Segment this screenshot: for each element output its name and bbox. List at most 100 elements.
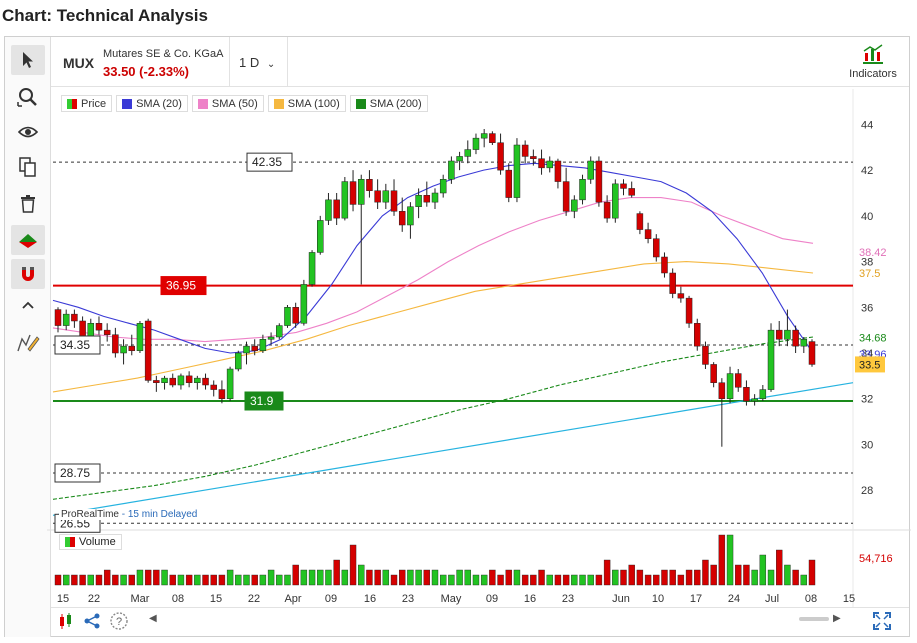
y-tick-label: 44 (861, 119, 873, 131)
volume-bar (62, 574, 70, 586)
fullscreen-icon[interactable] (873, 612, 891, 635)
volume-bar (776, 549, 783, 586)
legend-item-2[interactable]: SMA (50) (191, 95, 264, 112)
flag-icon[interactable] (11, 225, 45, 255)
volume-bar (653, 574, 660, 586)
volume-bar (669, 569, 676, 586)
candle-body (554, 160, 562, 182)
price-badge: 37.5 (859, 268, 880, 280)
candle-body (587, 160, 594, 180)
volume-bar (153, 569, 160, 586)
source-label: ProRealTime (61, 509, 119, 520)
candle-body (136, 323, 144, 351)
scroll-right-icon[interactable]: ▶ (833, 613, 841, 624)
legend-swatch (197, 98, 208, 109)
pointer-icon[interactable] (11, 45, 45, 75)
zoom-icon[interactable] (11, 82, 45, 112)
pencil-icon[interactable] (11, 327, 45, 357)
candle-body (694, 323, 701, 347)
scrollbar-thumb[interactable] (799, 617, 829, 621)
price-chart[interactable]: 28303234363840424442.3536.9534.3531.928.… (5, 37, 911, 637)
eye-icon[interactable] (11, 117, 45, 147)
volume-bar (95, 574, 103, 586)
candle-body (251, 345, 258, 351)
volume-bar (382, 569, 390, 586)
volume-bar (489, 569, 496, 586)
candle-body (243, 345, 250, 354)
y-tick-label: 40 (861, 211, 873, 223)
candle-body (185, 375, 193, 383)
chart-header: MUX Mutares SE & Co. KGaA 33.50 (-2.33%)… (51, 37, 909, 87)
volume-bar (54, 574, 62, 586)
volume-bar (784, 564, 791, 586)
legend-item-4[interactable]: SMA (200) (349, 95, 428, 112)
interval-select[interactable]: 1 D ⌄ (239, 55, 275, 70)
trash-icon[interactable] (11, 189, 45, 219)
volume-bar (538, 569, 545, 586)
x-tick-label: 24 (728, 593, 740, 605)
volume-bar (710, 564, 717, 586)
volume-bar (628, 564, 635, 586)
volume-bar (177, 574, 185, 586)
volume-bar (718, 534, 726, 586)
candle-body (194, 377, 201, 383)
indicators-button[interactable]: Indicators (845, 43, 901, 80)
volume-bar (612, 569, 619, 586)
chart-widget: MUX Mutares SE & Co. KGaA 33.50 (-2.33%)… (4, 36, 911, 637)
legend-item-0[interactable]: Price (61, 95, 113, 112)
volume-bar (694, 569, 701, 586)
candle-body (407, 206, 414, 226)
volume-bar (79, 574, 86, 586)
candle-body (489, 133, 496, 143)
candle-body (439, 179, 447, 194)
candle-body (734, 373, 742, 388)
candle-body (636, 213, 644, 230)
x-tick-label: Apr (284, 593, 301, 605)
candle-body (62, 313, 70, 326)
help-icon[interactable]: ? (109, 611, 129, 631)
legend-label: SMA (100) (287, 97, 340, 110)
candle-toggle-icon[interactable] (57, 612, 75, 630)
volume-bar (341, 569, 349, 586)
legend-item-3[interactable]: SMA (100) (267, 95, 346, 112)
volume-bar (505, 569, 512, 586)
volume-bar (464, 569, 471, 586)
x-tick-label: 08 (805, 593, 817, 605)
candle-body (169, 377, 176, 386)
candle-body (333, 199, 340, 219)
candle-body (235, 352, 242, 370)
candle-body (284, 307, 291, 326)
candle-body (751, 398, 758, 402)
volume-bar (112, 574, 119, 586)
volume-bar (636, 569, 644, 586)
y-tick-label: 28 (861, 485, 873, 497)
x-tick-label: 17 (690, 593, 702, 605)
candle-body (415, 195, 422, 207)
candle-body (653, 238, 660, 258)
volume-last-value: 54,716 (859, 553, 893, 565)
volume-bar (128, 574, 135, 586)
volume-bar (374, 569, 381, 586)
candle-body (120, 345, 127, 354)
magnet-icon[interactable] (11, 259, 45, 289)
legend-item-1[interactable]: SMA (20) (116, 95, 188, 112)
scroll-left-icon[interactable]: ◀ (149, 613, 157, 624)
level-label-box (54, 463, 101, 483)
candle-body (505, 169, 513, 198)
collapse-icon[interactable] (11, 295, 45, 315)
level-label: 28.75 (60, 466, 90, 480)
volume-bar (333, 559, 340, 586)
legend: Price SMA (20) SMA (50) SMA (100) SMA (200) (61, 95, 432, 112)
price-badge: 34.68 (859, 332, 887, 344)
indicators-icon (863, 44, 883, 64)
chevron-down-icon: ⌄ (266, 59, 276, 70)
share-icon[interactable] (83, 612, 101, 630)
sma100-line (52, 261, 814, 393)
volume-label: Volume (79, 536, 116, 548)
volume-bar (210, 574, 217, 586)
x-tick-label: 23 (402, 593, 414, 605)
candle-body (521, 144, 529, 157)
volume-bar (267, 569, 275, 586)
copy-icon[interactable] (11, 152, 45, 182)
volume-bar (390, 574, 398, 586)
